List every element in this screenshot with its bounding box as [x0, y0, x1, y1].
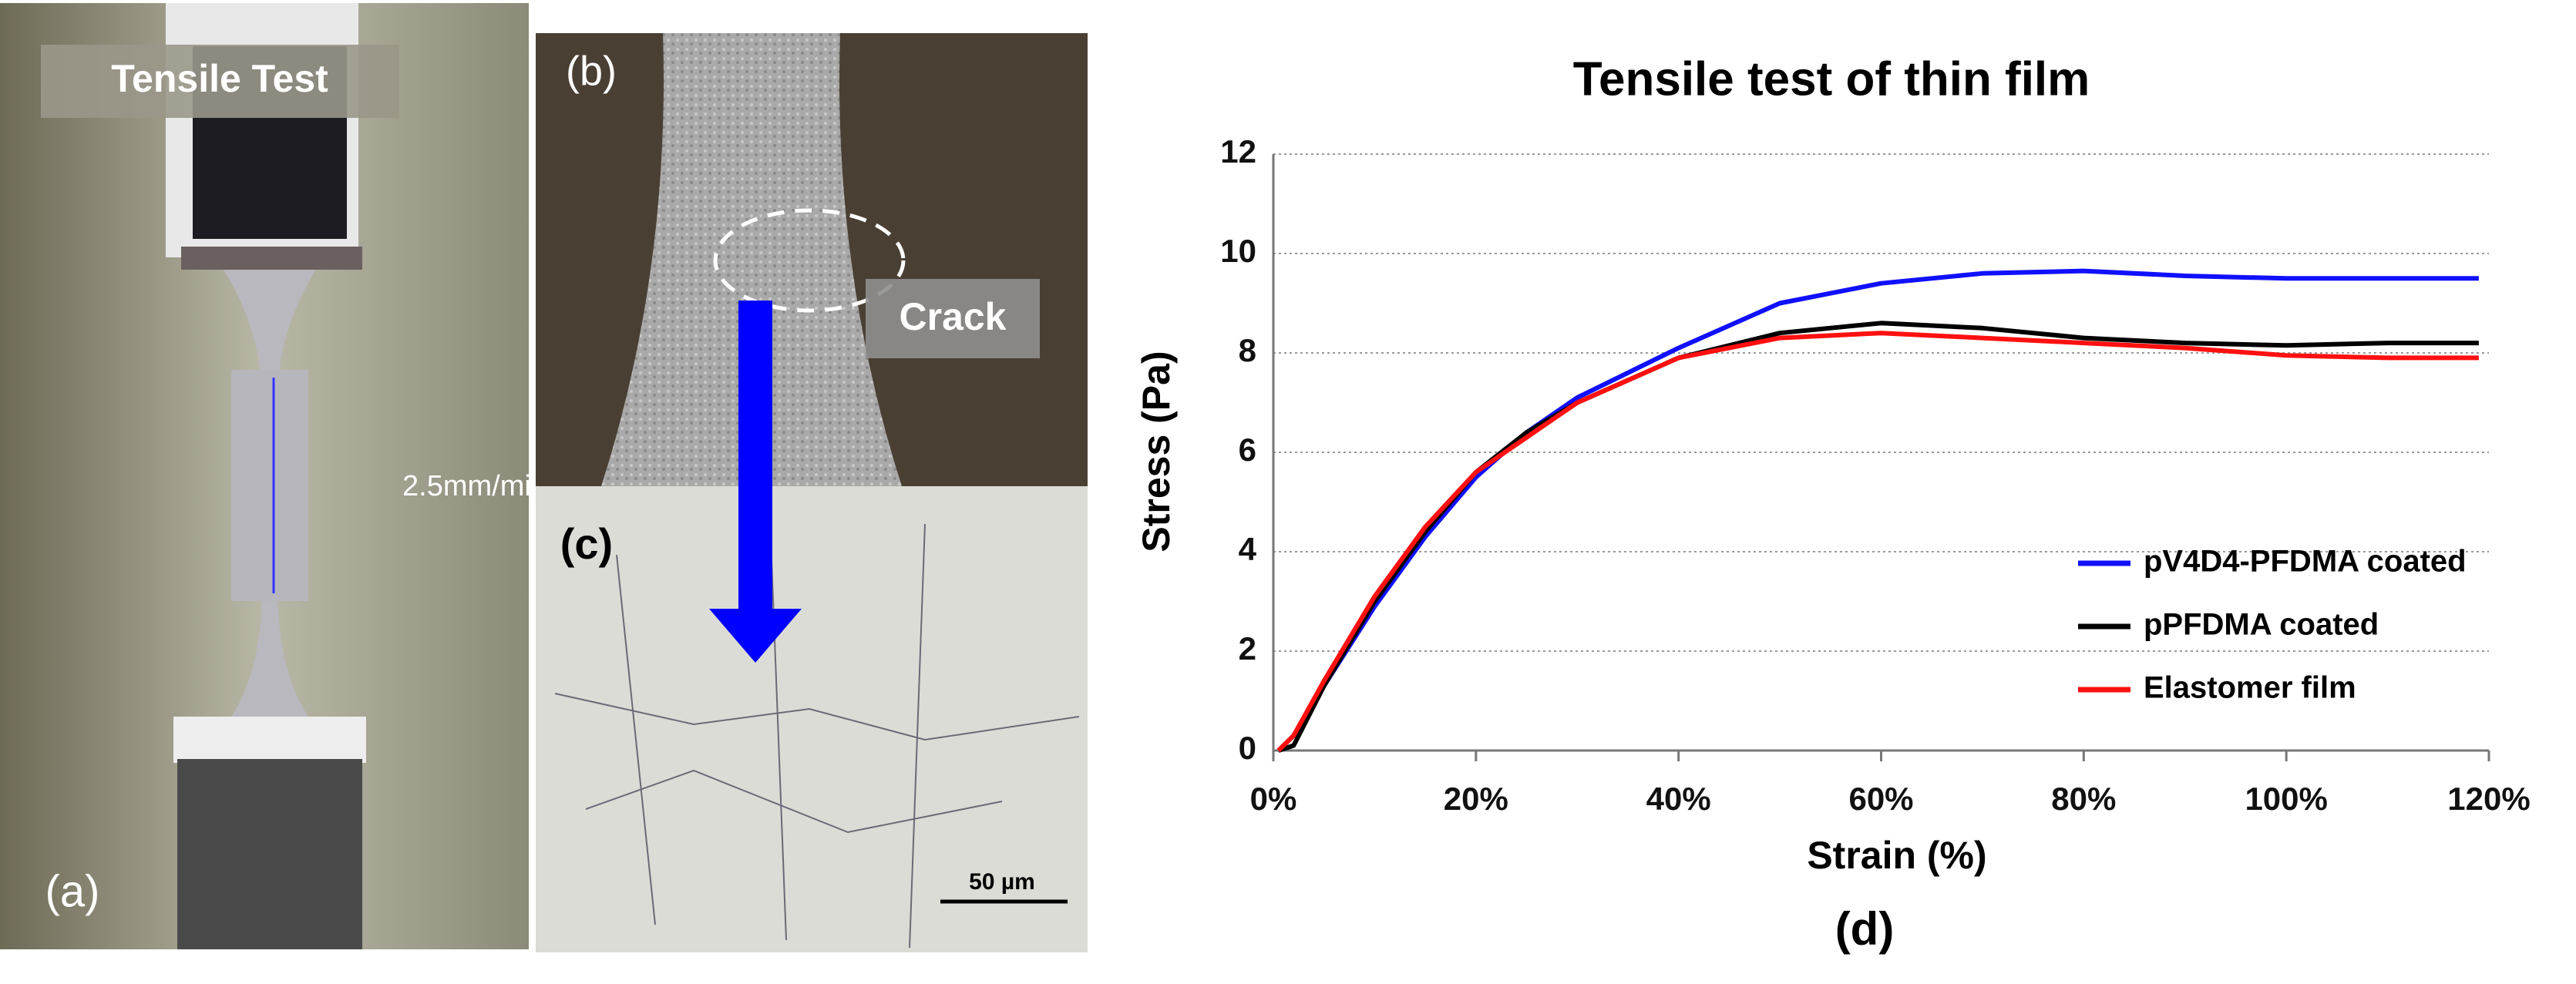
speed-label: 2.5mm/min	[402, 470, 547, 502]
panel-label: (a)	[45, 866, 100, 916]
y-axis-label: Stress (Pa)	[1135, 351, 1178, 552]
y-tick-label: 0	[1239, 730, 1256, 766]
x-tick-label: 20%	[1444, 781, 1508, 817]
panel-label: (b)	[566, 48, 617, 94]
panel-label: (c)	[560, 519, 613, 568]
x-tick-label: 60%	[1848, 781, 1913, 817]
y-tick-label: 6	[1239, 432, 1256, 468]
panel-title: Tensile Test	[111, 57, 328, 100]
legend-label: pV4D4-PFDMA coated	[2144, 545, 2467, 579]
photo-b: Crack (b)	[536, 33, 1088, 486]
y-tick-label: 8	[1239, 332, 1256, 368]
panel-label: (d)	[1835, 903, 1895, 955]
legend-label: pPFDMA coated	[2144, 608, 2379, 642]
x-tick-label: 100%	[2245, 781, 2327, 817]
x-tick-label: 80%	[2051, 781, 2116, 817]
chart-title: Tensile test of thin film	[1573, 52, 2090, 106]
y-tick-label: 2	[1239, 630, 1256, 667]
x-axis-label: Strain (%)	[1807, 834, 1986, 877]
y-tick-label: 12	[1220, 133, 1256, 170]
photo-a: Tensile Test 2.5mm/min (a)	[0, 3, 547, 949]
x-tick-label: 40%	[1646, 781, 1711, 817]
x-tick-label: 120%	[2447, 781, 2530, 817]
y-tick-label: 4	[1239, 531, 1257, 567]
x-tick-label: 0%	[1250, 781, 1297, 817]
y-tick-label: 10	[1220, 233, 1256, 269]
photo-c: (c) 50 µm	[536, 486, 1088, 952]
arrow	[709, 301, 802, 663]
scale-bar-label: 50 µm	[969, 869, 1035, 895]
series-line	[1276, 331, 2479, 753]
crack-label: Crack	[900, 295, 1007, 338]
legend-label: Elastomer film	[2144, 671, 2356, 705]
